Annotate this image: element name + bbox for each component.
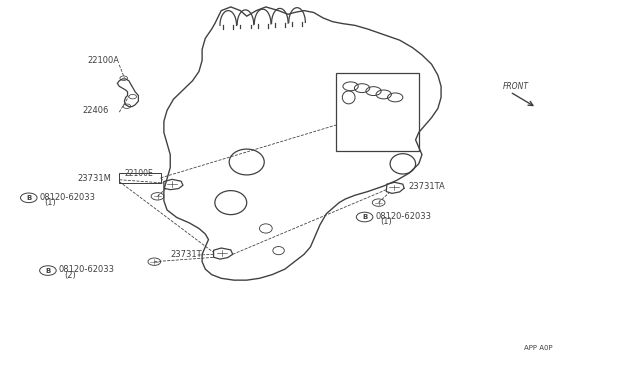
Text: B: B — [45, 267, 51, 273]
Bar — [119, 173, 161, 183]
Text: 22100E: 22100E — [124, 169, 153, 178]
Text: B: B — [26, 195, 31, 201]
Text: (1): (1) — [45, 198, 56, 207]
Text: 23731M: 23731M — [78, 174, 112, 183]
Text: 23731TA: 23731TA — [408, 182, 445, 190]
Text: 22406: 22406 — [83, 106, 109, 115]
Text: 08120-62033: 08120-62033 — [376, 212, 431, 221]
Text: (1): (1) — [381, 217, 392, 226]
Text: 08120-62033: 08120-62033 — [40, 193, 95, 202]
Text: 22100A: 22100A — [88, 57, 120, 65]
Text: B: B — [362, 214, 367, 220]
Text: FRONT: FRONT — [503, 82, 529, 91]
Text: 08120-62033: 08120-62033 — [59, 265, 115, 275]
Text: APP A0P: APP A0P — [524, 345, 552, 351]
Text: 23731T: 23731T — [170, 250, 202, 259]
Text: (2): (2) — [64, 270, 76, 280]
Bar — [336, 73, 419, 151]
